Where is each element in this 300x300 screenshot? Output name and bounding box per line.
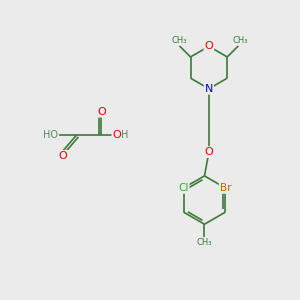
Text: N: N [205,84,213,94]
Text: O: O [112,130,121,140]
Text: HO: HO [43,130,58,140]
Text: O: O [205,147,213,157]
Text: CH₃: CH₃ [172,36,187,45]
Text: H: H [121,130,129,140]
Text: O: O [205,41,213,51]
Text: O: O [59,151,68,161]
Text: Cl: Cl [178,183,189,193]
Text: CH₃: CH₃ [197,238,212,247]
Text: CH₃: CH₃ [232,36,248,45]
Text: Br: Br [220,183,231,193]
Text: O: O [97,107,106,117]
